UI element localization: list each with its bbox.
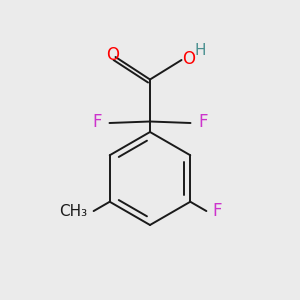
Text: CH₃: CH₃ — [59, 203, 88, 218]
Text: O: O — [182, 50, 195, 68]
Text: F: F — [92, 113, 102, 131]
Text: F: F — [198, 113, 208, 131]
Text: O: O — [106, 46, 120, 64]
Text: F: F — [212, 202, 222, 220]
Text: H: H — [194, 43, 206, 58]
